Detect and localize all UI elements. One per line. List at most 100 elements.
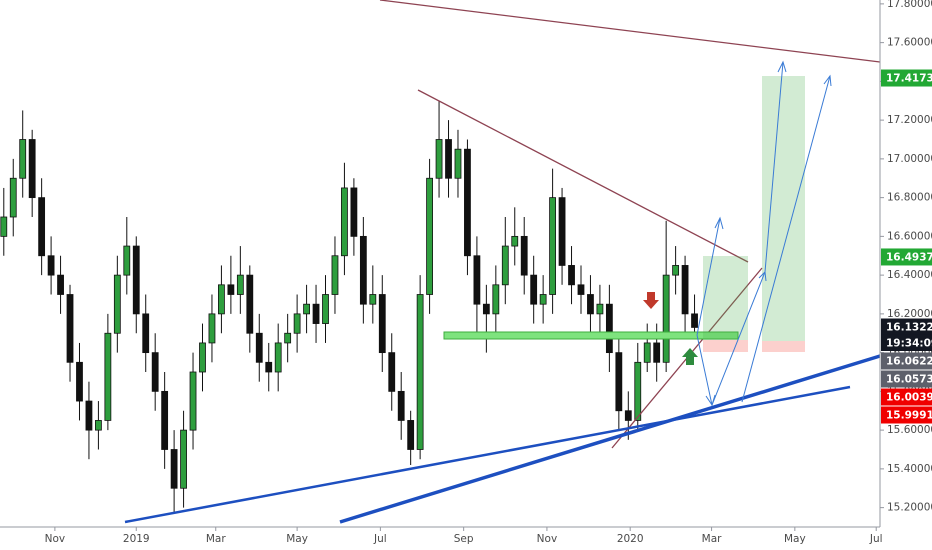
candle-body: [95, 420, 102, 431]
price-tag: [881, 370, 932, 388]
x-tick-label: Jul: [869, 533, 883, 545]
candle-body: [407, 420, 415, 450]
candle-body: [653, 342, 661, 363]
arrow: [741, 75, 831, 403]
candle-body: [643, 342, 651, 363]
price-tag: [881, 388, 932, 406]
candle-body: [9, 177, 17, 218]
stop-zone: [703, 340, 748, 352]
candle-body: [199, 342, 206, 373]
y-tick-label: 17.20000: [887, 114, 932, 126]
candle-body: [605, 303, 613, 354]
candle-body: [341, 187, 348, 257]
candle-body: [662, 274, 670, 363]
arrow: [696, 217, 721, 336]
candle-body: [520, 235, 528, 276]
candle-body: [123, 245, 131, 276]
price-tag-label: 15.99910: [886, 409, 932, 421]
x-tick-label: Mar: [206, 533, 226, 545]
candle-body: [180, 429, 187, 489]
target-zone: [762, 76, 805, 341]
candle-body: [170, 449, 178, 489]
candle-body: [473, 255, 481, 305]
candle-body: [681, 265, 689, 315]
candle-body: [151, 352, 159, 392]
x-tick-label: Mar: [702, 533, 722, 545]
candle-body: [47, 255, 55, 276]
trend-line: [379, 0, 881, 63]
candle-body: [464, 148, 471, 257]
candle-body: [0, 216, 8, 237]
price-tag-label: 16.00395: [886, 391, 932, 403]
candle-body: [161, 390, 169, 450]
price-tag: [881, 406, 932, 424]
candle-body: [28, 139, 36, 199]
candle-body: [492, 284, 500, 315]
candle-body: [189, 371, 197, 431]
target-zone: [703, 256, 748, 340]
candle-body: [596, 303, 604, 315]
price-tag-label: 17.41737: [886, 73, 932, 85]
countdown-tag: [881, 334, 932, 351]
price-tags: 17.41737 16.49372 16.13228 19:34:09 16.06224…: [881, 69, 932, 424]
stop-zone: [762, 341, 805, 352]
candle-body: [293, 313, 301, 334]
price-tag: [881, 69, 932, 87]
arrow-head: [777, 60, 787, 73]
y-tick-label: 15.60000: [887, 424, 932, 436]
x-tick-label: 2019: [123, 533, 150, 545]
candle-body: [501, 245, 509, 286]
y-tick-label: 16.40000: [887, 269, 932, 281]
price-tag: [881, 248, 932, 266]
candle-body: [587, 294, 594, 315]
candle-body: [445, 139, 452, 179]
candle-body: [426, 177, 433, 295]
candle-body: [615, 352, 623, 412]
y-tick-label: 16.60000: [887, 230, 932, 242]
x-tick-label: Jul: [373, 533, 387, 545]
x-tick-label: 2020: [617, 533, 644, 545]
candle-body: [691, 313, 698, 328]
candles: [0, 100, 698, 514]
candle-body: [416, 294, 424, 450]
candle-body: [331, 255, 339, 295]
candle-body: [558, 197, 566, 266]
candle-body: [549, 197, 557, 295]
y-tick-label: 17.80000: [887, 0, 932, 10]
trend-line: [417, 89, 749, 263]
candle-body: [284, 332, 292, 344]
support-zone: [443, 331, 739, 340]
x-tick-label: Nov: [537, 533, 558, 545]
candle-body: [388, 352, 396, 392]
candle-body: [255, 332, 263, 363]
arrow-head: [758, 270, 767, 282]
candle-body: [350, 187, 358, 237]
support-line: [124, 385, 851, 524]
y-tick-label: 17.00000: [887, 153, 932, 165]
x-tick-label: May: [784, 533, 806, 545]
price-tag: [881, 318, 932, 336]
up-arrow-icon: [682, 348, 698, 365]
candle-body: [577, 284, 585, 295]
candle-body: [132, 245, 140, 315]
candle-body: [246, 274, 254, 334]
y-tick-label: 15.20000: [887, 502, 932, 514]
price-tag: [881, 352, 932, 370]
price-tag-label: 16.05739: [886, 373, 932, 385]
candle-body: [435, 139, 443, 179]
candle-body: [312, 303, 320, 324]
candle-body: [378, 294, 386, 354]
candle-body: [104, 332, 112, 421]
candle-body: [511, 235, 519, 247]
candle-body: [113, 274, 121, 334]
candle-body: [227, 284, 235, 295]
candle-body: [236, 274, 244, 295]
candle-body: [142, 313, 150, 354]
candle-body: [19, 139, 27, 179]
candle-body: [568, 265, 575, 286]
candle-body: [359, 235, 367, 305]
arrow-head: [714, 216, 724, 230]
candle-body: [208, 313, 216, 344]
down-arrow-icon: [643, 292, 659, 309]
